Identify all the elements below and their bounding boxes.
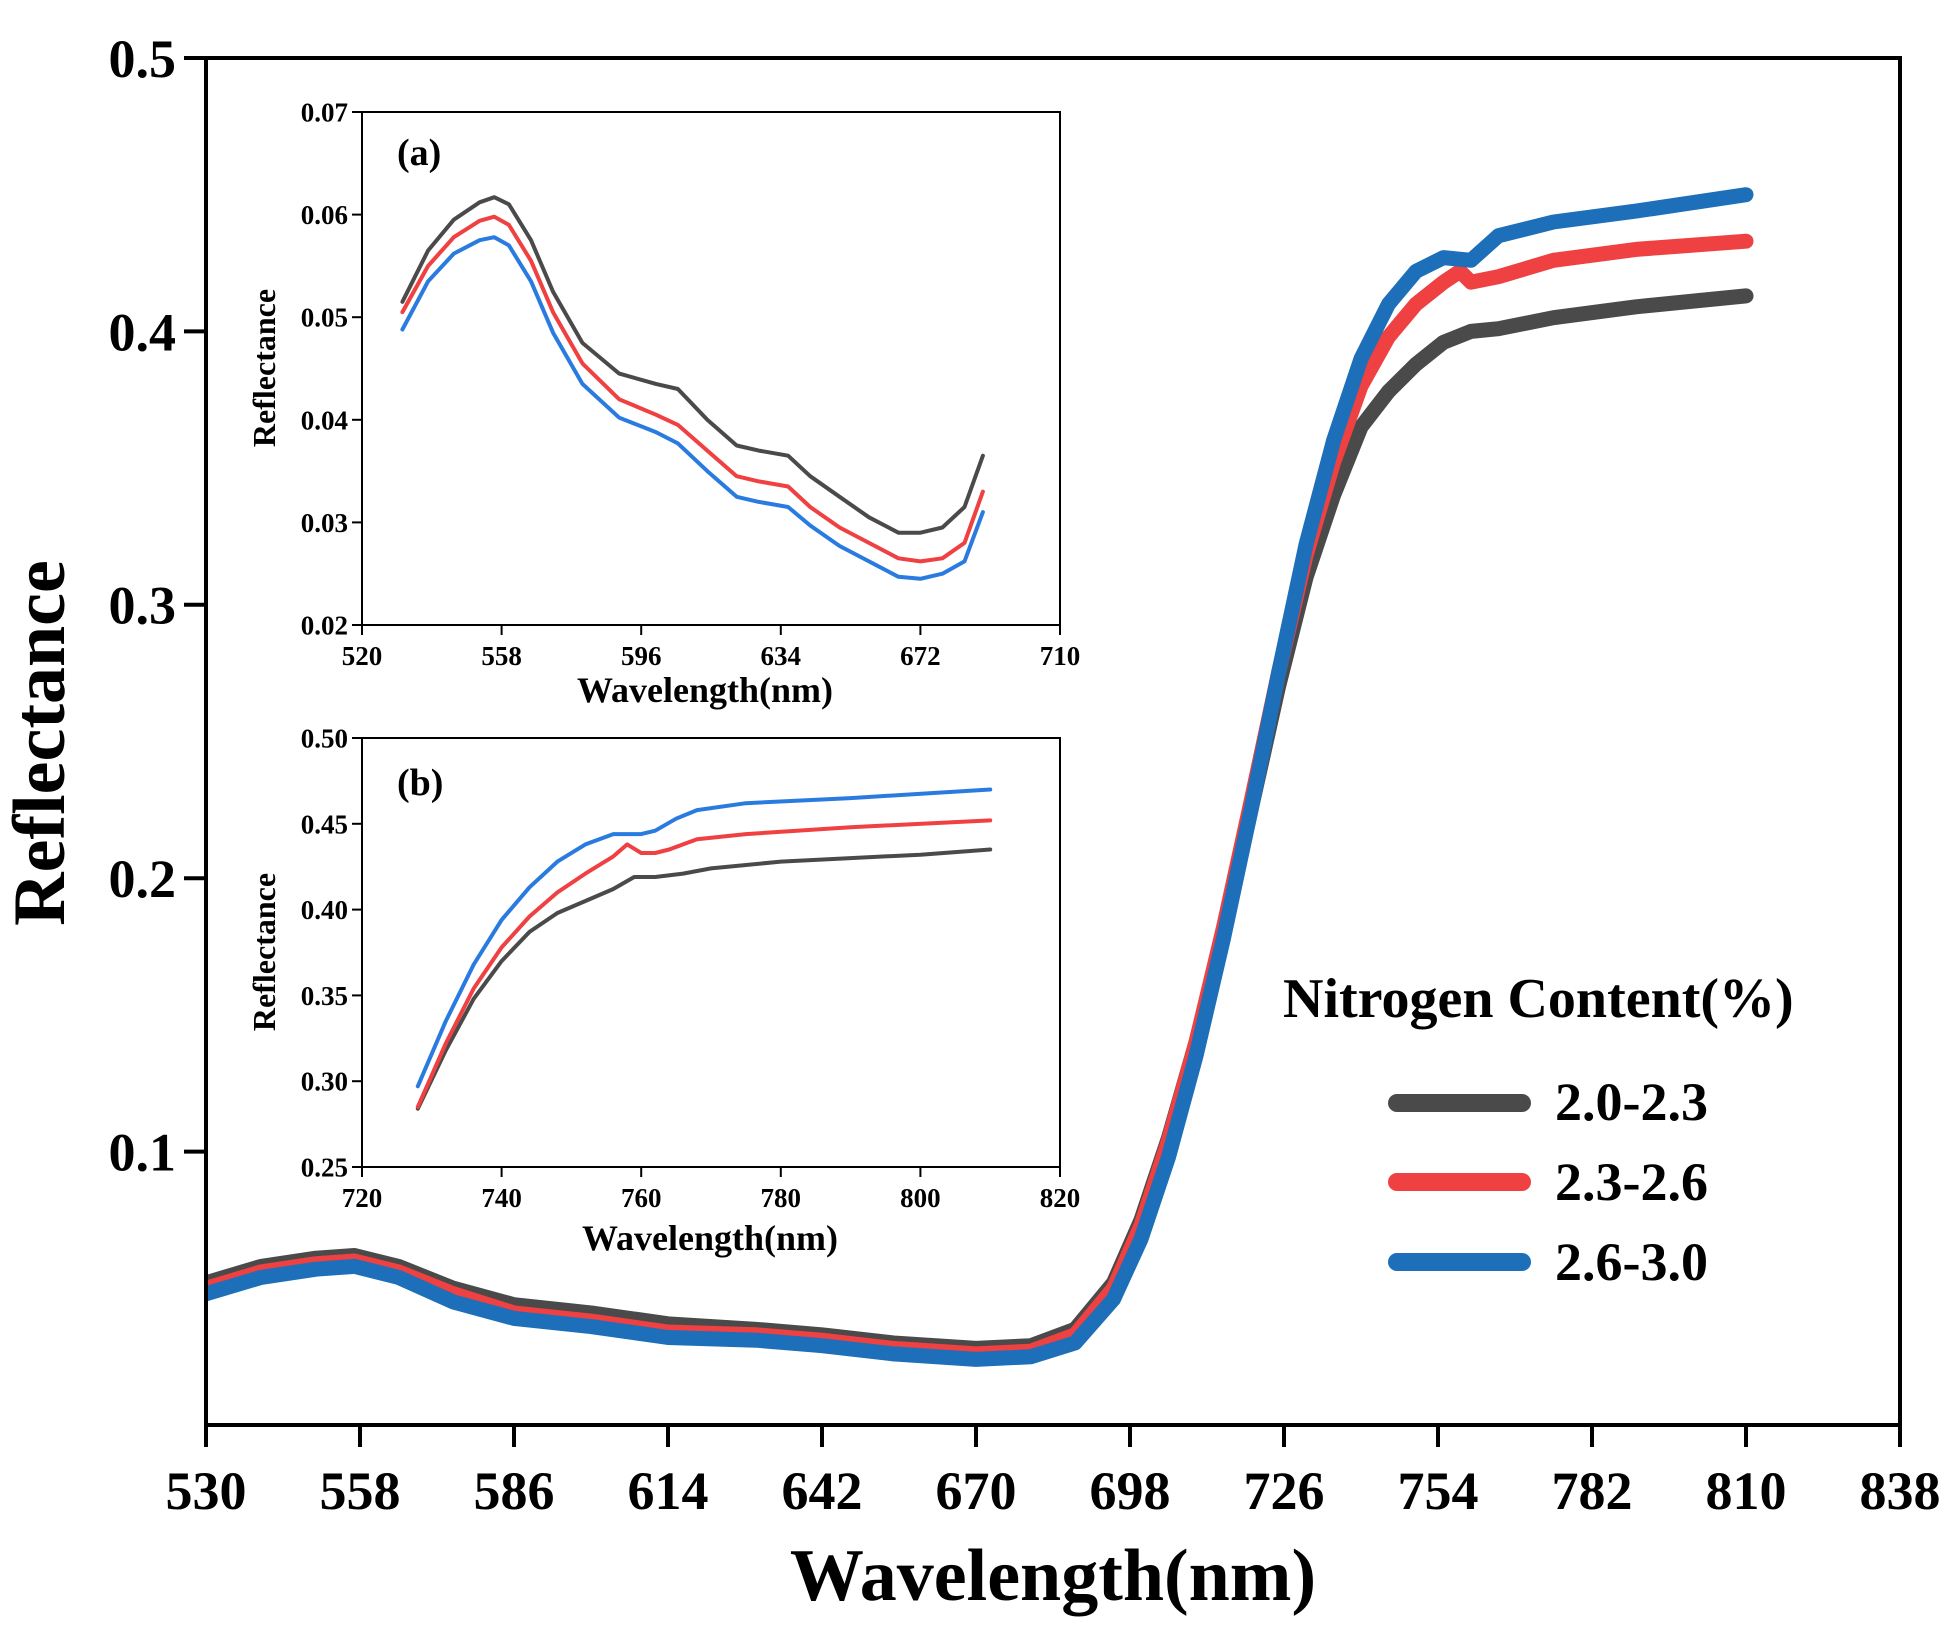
inset_b-x-tick-label-760: 760 (621, 1183, 662, 1213)
inset_a-x-tick-label-634: 634 (761, 641, 802, 671)
inset_a-x-tick-label-520: 520 (342, 641, 383, 671)
inset_b-series-2-3-2-6 (415, 818, 993, 1109)
legend-label-2-3-2-6: 2.3-2.6 (1555, 1152, 1708, 1212)
main-x-tick-label-614: 614 (628, 1461, 709, 1521)
main-x-axis-label: Wavelength(nm) (790, 1535, 1316, 1617)
legend-label-2-0-2-3: 2.0-2.3 (1555, 1072, 1708, 1132)
inset_a-y-tick-label-0.06: 0.06 (301, 200, 348, 230)
inset_a-series-2-3-2-6 (400, 214, 985, 564)
main-series-2-6-3-0 (206, 187, 1754, 1367)
main-x-tick-label-670: 670 (936, 1461, 1017, 1521)
inset-b-y-axis-label: Reflectance (246, 873, 282, 1031)
main-plot-frame (204, 56, 1902, 1427)
inset_b-x-tick-label-740: 740 (481, 1183, 522, 1213)
inset-b-x-axis-label: Wavelength(nm) (582, 1218, 838, 1258)
main-x-tick-label-754: 754 (1398, 1461, 1479, 1521)
inset_b-y-tick-label-0.30: 0.30 (301, 1067, 348, 1097)
main-x-tick-label-530: 530 (166, 1461, 247, 1521)
main-y-tick-label-0.2: 0.2 (109, 849, 177, 909)
legend: Nitrogen Content(%) 2.0-2.3 2.3-2.6 2.6-… (1283, 968, 1794, 1292)
main-x-tick-label-726: 726 (1244, 1461, 1325, 1521)
inset-b-label: (b) (397, 762, 443, 804)
main-x-tick-label-558: 558 (320, 1461, 401, 1521)
inset_b-y-tick-label-0.40: 0.40 (301, 895, 348, 925)
legend-label-2-6-3-0: 2.6-3.0 (1555, 1232, 1708, 1292)
main-x-tick-label-782: 782 (1552, 1461, 1633, 1521)
legend-title: Nitrogen Content(%) (1283, 968, 1794, 1030)
inset_b-y-tick-label-0.35: 0.35 (301, 981, 348, 1011)
main-y-tick-label-0.3: 0.3 (109, 576, 177, 636)
inset_a-x-tick-label-672: 672 (900, 641, 941, 671)
main-x-tick-label-810: 810 (1706, 1461, 1787, 1521)
main-y-tick-label-0.1: 0.1 (109, 1123, 177, 1183)
main-x-tick-label-586: 586 (474, 1461, 555, 1521)
inset_a-y-tick-label-0.04: 0.04 (301, 405, 348, 435)
main-x-tick-label-838: 838 (1860, 1461, 1941, 1521)
inset_b-series-2-6-3-0 (415, 787, 993, 1089)
inset_a-x-tick-label-558: 558 (481, 641, 522, 671)
inset-a-label: (a) (397, 132, 441, 174)
inset_a-y-tick-label-0.02: 0.02 (301, 610, 348, 640)
inset_b-x-tick-label-780: 780 (761, 1183, 802, 1213)
inset_b-series-2-0-2-3 (415, 847, 993, 1111)
inset_a-x-tick-label-710: 710 (1040, 641, 1081, 671)
inset_a-series-2-6-3-0 (400, 235, 985, 581)
inset_a-x-tick-label-596: 596 (621, 641, 662, 671)
main-y-tick-label-0.4: 0.4 (109, 302, 177, 362)
main-y-tick-label-0.5: 0.5 (109, 29, 177, 89)
inset_a-y-tick-label-0.07: 0.07 (301, 97, 348, 127)
main-y-axis-label: Reflectance (0, 560, 81, 926)
inset_a-y-tick-label-0.05: 0.05 (301, 303, 348, 333)
inset_b-x-tick-label-820: 820 (1040, 1183, 1081, 1213)
inset_b-plot-frame (361, 737, 1061, 1168)
inset_a-plot-frame (361, 111, 1061, 626)
main-x-tick-label-698: 698 (1090, 1461, 1171, 1521)
inset-a-y-axis-label: Reflectance (246, 289, 282, 447)
inset_b-x-tick-label-800: 800 (900, 1183, 941, 1213)
inset_a-series-2-0-2-3 (400, 195, 985, 535)
inset_a-y-tick-label-0.03: 0.03 (301, 508, 348, 538)
inset_b-y-tick-label-0.50: 0.50 (301, 723, 348, 753)
inset_b-x-tick-label-720: 720 (342, 1183, 383, 1213)
main-x-tick-label-642: 642 (782, 1461, 863, 1521)
inset-a-x-axis-label: Wavelength(nm) (577, 670, 833, 710)
inset_b-y-tick-label-0.45: 0.45 (301, 809, 348, 839)
inset_b-y-tick-label-0.25: 0.25 (301, 1152, 348, 1182)
